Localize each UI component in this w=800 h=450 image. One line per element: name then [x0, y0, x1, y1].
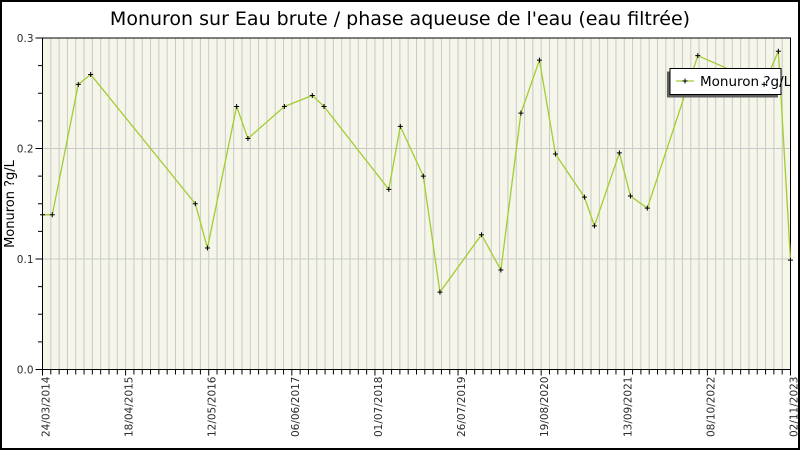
y-axis-title: Monuron ?g/L [3, 159, 18, 248]
data-point-marker [552, 151, 558, 157]
y-tick-label: 0.1 [17, 254, 34, 266]
data-point-marker [761, 81, 767, 87]
data-point-marker [581, 194, 587, 200]
data-point-marker [695, 53, 701, 59]
y-tick-label: 0.2 [17, 143, 34, 155]
data-point-marker [386, 186, 392, 192]
data-markers [40, 48, 793, 295]
data-point-marker [498, 267, 504, 273]
data-point-marker [321, 104, 327, 110]
data-point-marker [40, 212, 45, 218]
x-tick-label: 08/10/2022 [705, 377, 717, 438]
data-point-marker [309, 92, 315, 98]
y-tick-label: 0.3 [17, 33, 34, 45]
x-tick-label: 06/06/2017 [290, 377, 302, 438]
data-point-marker [192, 201, 198, 207]
x-tick-label: 01/07/2018 [373, 377, 385, 438]
data-point-marker [234, 104, 240, 110]
x-tick-label: 26/07/2019 [456, 377, 468, 438]
chart-title: Monuron sur Eau brute / phase aqueuse de… [110, 8, 690, 30]
data-point-marker [245, 136, 251, 142]
data-point-marker [478, 232, 484, 238]
x-tick-label: 24/03/2014 [41, 376, 53, 437]
data-point-marker [49, 212, 55, 218]
legend-sample-marker-icon [682, 78, 688, 84]
data-point-marker [397, 123, 403, 129]
data-point-marker [75, 81, 81, 87]
data-point-marker [536, 57, 542, 63]
data-point-marker [88, 71, 94, 77]
legend-label: Monuron ?g/L [700, 74, 792, 90]
y-tick-label: 0.0 [17, 364, 34, 376]
x-tick-label: 02/11/2023 [789, 377, 800, 438]
data-point-marker [518, 110, 524, 116]
data-point-marker [591, 223, 597, 229]
data-point-marker [437, 289, 443, 295]
data-point-marker [627, 193, 633, 199]
legend: Monuron ?g/L [667, 68, 792, 98]
x-tick-label: 18/04/2015 [124, 377, 136, 438]
x-tick-label: 12/05/2016 [207, 376, 219, 437]
data-point-marker [788, 257, 793, 263]
data-point-marker [775, 48, 781, 54]
data-point-marker [644, 205, 650, 211]
data-point-marker [281, 104, 287, 110]
data-point-marker [204, 245, 210, 251]
x-tick-label: 19/08/2020 [539, 377, 551, 438]
data-point-marker [616, 150, 622, 156]
data-point-marker [420, 173, 426, 179]
plot-area: 0.0 0.1 0.2 0.3 24/03/2014 18/04/2015 12/05/20… [17, 33, 800, 437]
x-tick-label: 13/09/2021 [622, 377, 634, 438]
